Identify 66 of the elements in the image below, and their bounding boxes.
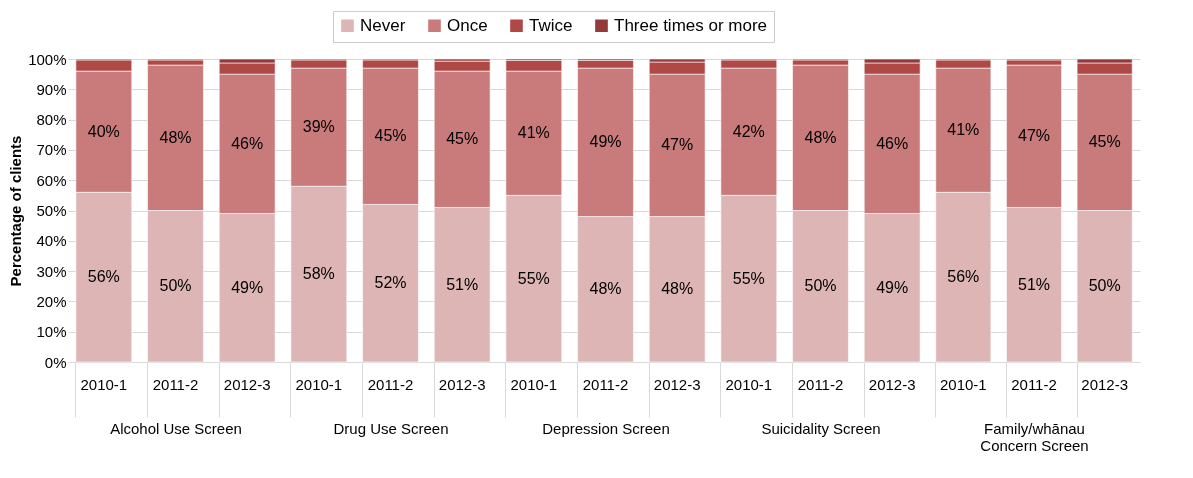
data-label: 58% xyxy=(302,265,335,283)
data-label: 55% xyxy=(517,269,550,287)
y-tick-label: 90% xyxy=(36,80,67,98)
data-label: 52% xyxy=(374,274,407,292)
data-label: 46% xyxy=(231,134,264,152)
y-tick-label: 50% xyxy=(36,202,67,219)
x-axis-title: Suicidality Screen xyxy=(761,420,881,437)
legend-label: Twice xyxy=(529,15,573,35)
data-label: 55% xyxy=(732,269,765,287)
data-label: 45% xyxy=(446,130,479,148)
data-label: 41% xyxy=(517,124,550,142)
data-label: 42% xyxy=(732,122,765,140)
y-tick-label: 100% xyxy=(28,50,67,68)
data-label: 48% xyxy=(804,128,837,146)
data-label: 51% xyxy=(1017,275,1051,293)
x-tick-label: 2012-3 xyxy=(223,375,271,393)
x-tick-label: 2012-3 xyxy=(1081,375,1129,393)
y-tick-label: 10% xyxy=(36,323,67,341)
x-tick-label: 2011-2 xyxy=(367,375,414,393)
data-label: 50% xyxy=(159,277,192,295)
x-tick-label: 2011-2 xyxy=(582,375,629,393)
data-label: 51% xyxy=(446,275,479,293)
x-tick-label: 2012-3 xyxy=(868,375,916,393)
x-tick-label: 2010-1 xyxy=(80,375,128,393)
data-label: 47% xyxy=(1017,127,1051,145)
data-label: 48% xyxy=(661,280,694,298)
data-label: 49% xyxy=(876,278,909,296)
data-label: 50% xyxy=(804,277,837,295)
data-label: 41% xyxy=(947,121,980,139)
data-label: 39% xyxy=(302,118,335,136)
data-label: 50% xyxy=(1088,277,1121,295)
x-axis-title: Drug Use Screen xyxy=(333,420,449,437)
legend-label: Never xyxy=(360,15,406,35)
data-label: 49% xyxy=(231,278,264,296)
data-label: 48% xyxy=(589,280,622,298)
y-tick-label: 20% xyxy=(36,292,67,310)
x-tick-label: 2010-1 xyxy=(510,375,558,393)
x-axis-title: Alcohol Use Screen xyxy=(110,420,242,437)
y-axis-title: Percentage of clients xyxy=(7,135,25,287)
x-tick-label: 2010-1 xyxy=(295,375,343,393)
y-tick-label: 60% xyxy=(36,171,67,189)
data-label: 40% xyxy=(87,122,120,140)
data-label: 45% xyxy=(1088,133,1121,151)
legend-label: Once xyxy=(447,15,488,35)
data-label: 56% xyxy=(87,268,120,286)
x-tick-label: 2010-1 xyxy=(939,375,987,393)
y-tick-label: 70% xyxy=(36,141,67,159)
x-tick-label: 2011-2 xyxy=(797,375,844,393)
y-tick-label: 0% xyxy=(44,353,67,371)
x-tick-label: 2010-1 xyxy=(725,375,773,393)
data-label: 56% xyxy=(947,268,980,286)
x-tick-label: 2012-3 xyxy=(438,375,486,393)
x-tick-label: 2011-2 xyxy=(152,375,199,393)
x-axis-title: Depression Screen xyxy=(542,420,670,437)
y-tick-label: 30% xyxy=(36,262,67,280)
x-tick-label: 2011-2 xyxy=(1011,375,1057,393)
x-axis-title: Family/whānau Concern Screen xyxy=(980,420,1089,454)
data-label: 45% xyxy=(374,127,407,145)
data-label: 47% xyxy=(661,136,694,154)
data-label: 46% xyxy=(876,134,909,152)
data-label: 49% xyxy=(589,133,622,151)
y-tick-label: 80% xyxy=(36,111,67,129)
x-tick-label: 2012-3 xyxy=(653,375,701,393)
y-tick-label: 40% xyxy=(36,232,67,250)
legend-label: Three times or more xyxy=(614,15,768,35)
data-label: 48% xyxy=(159,128,192,146)
